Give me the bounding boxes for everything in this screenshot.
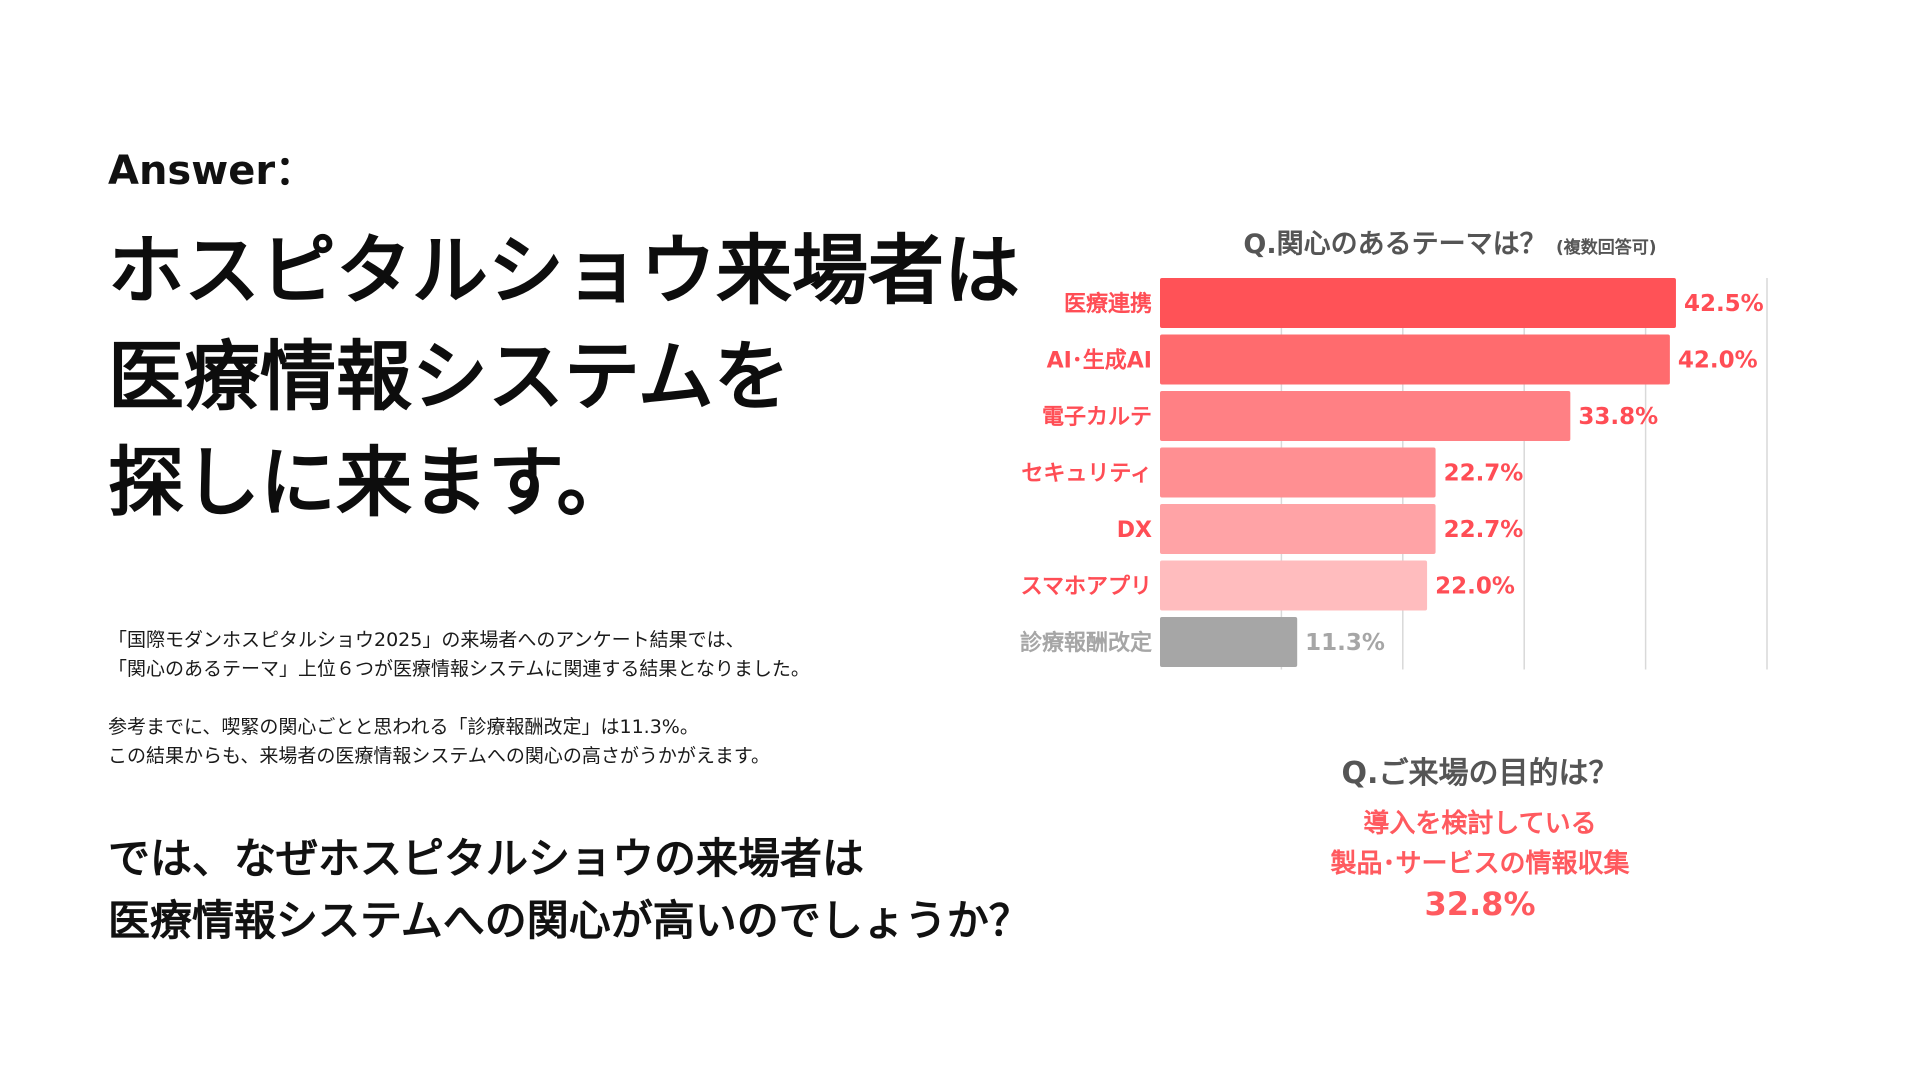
- paragraph-line: 参考までに、喫緊の関心ごとと思われる「診療報酬改定」は11.3%。: [108, 716, 699, 738]
- purpose-answer-line-1: 導入を検討している: [1363, 809, 1597, 839]
- bar-3: [1160, 391, 1571, 441]
- value-label: 11.3%: [1305, 630, 1385, 656]
- paragraph-line: 「国際モダンホスピタルショウ2025」の来場者へのアンケート結果では、: [108, 629, 745, 651]
- category-label: AI･生成AI: [1047, 349, 1152, 374]
- value-label: 42.0%: [1678, 348, 1758, 374]
- purpose-answer-line-2: 製品･サービスの情報収集: [1330, 849, 1630, 879]
- headline-line-2: 医療情報システムを: [108, 332, 790, 421]
- value-label: 42.5%: [1684, 291, 1764, 317]
- chart-title-note: (複数回答可): [1556, 238, 1657, 258]
- headline-line-3: 探しに来ます。: [108, 438, 633, 527]
- category-label: 診療報酬改定: [1020, 630, 1152, 656]
- purpose-block: Q.ご来場の目的は？ 導入を検討している 製品･サービスの情報収集 32.8%: [1300, 748, 1660, 924]
- paragraph-survey-result: 「国際モダンホスピタルショウ2025」の来場者へのアンケート結果では、 「関心の…: [108, 626, 1008, 684]
- category-label: スマホアプリ: [1021, 575, 1152, 600]
- headline: ホスピタルショウ来場者は 医療情報システムを 探しに来ます。: [108, 218, 1028, 536]
- paragraph-line: この結果からも、来場者の医療情報システムへの関心の高さがうかがえます。: [108, 745, 770, 767]
- bar-5: [1160, 504, 1436, 554]
- bar-1: [1160, 278, 1676, 328]
- headline-line-1: ホスピタルショウ来場者は: [108, 226, 1020, 315]
- paragraph-line: 「関心のあるテーマ」上位６つが医療情報システムに関連する結果となりました。: [108, 658, 810, 680]
- closing-line-2: 医療情報システムへの関心が高いのでしょうか？: [108, 896, 1031, 945]
- category-label: 医療連携: [1064, 291, 1152, 317]
- value-label: 22.7%: [1444, 461, 1524, 487]
- purpose-question: Q.ご来場の目的は？: [1341, 756, 1619, 791]
- value-label: 22.7%: [1444, 517, 1524, 543]
- value-label: 33.8%: [1578, 404, 1658, 430]
- chart-title-text: Q.関心のあるテーマは？: [1243, 229, 1547, 260]
- survey-description: 「国際モダンホスピタルショウ2025」の来場者へのアンケート結果では、 「関心の…: [108, 626, 1008, 800]
- bar-2: [1160, 334, 1670, 385]
- bar-7: [1160, 617, 1298, 667]
- value-label: 22.0%: [1435, 574, 1515, 600]
- bar-6: [1160, 560, 1428, 611]
- answer-label: Answer：: [108, 148, 316, 194]
- purpose-value: 32.8%: [1424, 885, 1536, 923]
- category-label: 電子カルテ: [1042, 405, 1152, 430]
- bar-4: [1160, 447, 1436, 498]
- category-label: DX: [1117, 518, 1152, 543]
- interest-bar-chart: 医療連携 42.5% AI･生成AI 42.0% 電子カルテ 33.8% セキュリティ 22.…: [1020, 278, 1768, 670]
- closing-line-1: では、なぜホスピタルショウの来場者は: [108, 834, 865, 883]
- paragraph-reference: 参考までに、喫緊の関心ごとと思われる「診療報酬改定」は11.3%。 この結果から…: [108, 713, 1008, 771]
- category-label: セキュリティ: [1021, 462, 1152, 487]
- closing-question: では、なぜホスピタルショウの来場者は 医療情報システムへの関心が高いのでしょうか…: [108, 828, 1108, 952]
- chart-title: Q.関心のあるテーマは？ (複数回答可): [1100, 222, 1800, 261]
